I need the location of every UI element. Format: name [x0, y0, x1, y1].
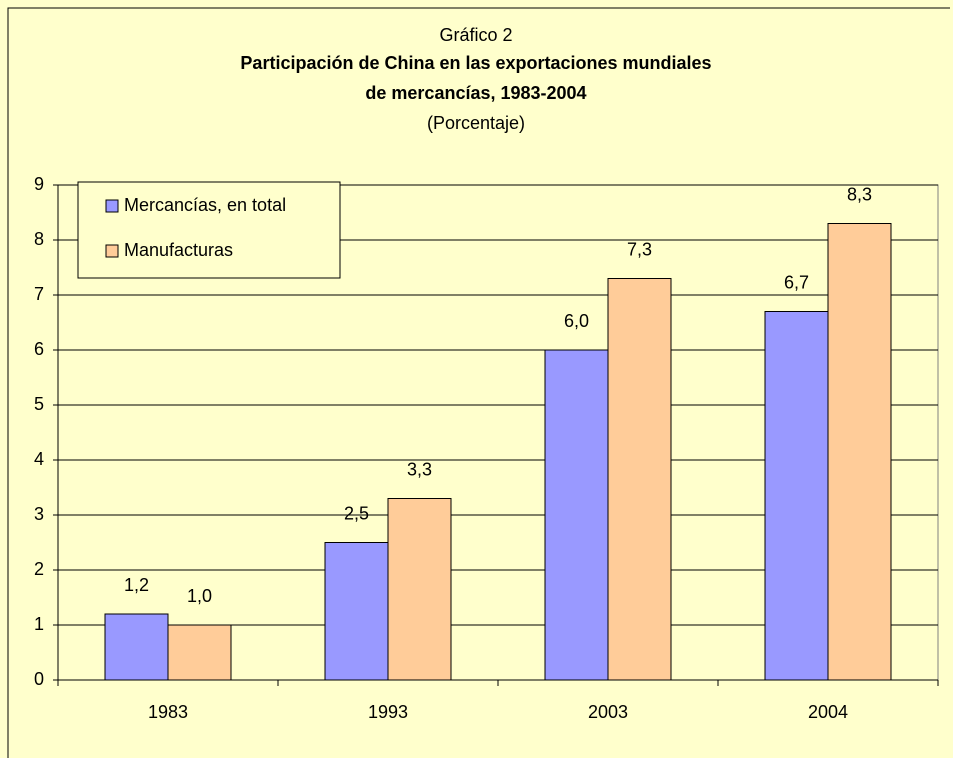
y-tick-label: 9 [34, 174, 44, 194]
value-label: 3,3 [407, 459, 432, 479]
chart-subtitle: (Porcentaje) [427, 113, 525, 133]
bar [167, 624, 232, 681]
x-tick-label: 2003 [588, 702, 628, 722]
x-tick-label: 2004 [808, 702, 848, 722]
value-label: 6,7 [784, 272, 809, 292]
bar [387, 498, 452, 681]
legend-swatch [105, 244, 119, 258]
value-label: 7,3 [627, 239, 652, 259]
value-label: 1,0 [187, 586, 212, 606]
bar [324, 542, 389, 681]
value-label: 6,0 [564, 311, 589, 331]
value-label: 1,2 [124, 575, 149, 595]
y-tick-label: 0 [34, 669, 44, 689]
y-tick-label: 4 [34, 449, 44, 469]
legend [77, 181, 341, 279]
bar [544, 349, 609, 681]
legend-swatch [105, 199, 119, 213]
y-tick-label: 3 [34, 504, 44, 524]
y-tick-label: 6 [34, 339, 44, 359]
y-tick-label: 1 [34, 614, 44, 634]
legend-label: Mercancías, en total [124, 195, 286, 215]
legend-label: Manufacturas [124, 240, 233, 260]
y-tick-label: 5 [34, 394, 44, 414]
bar [607, 278, 672, 681]
bar [827, 223, 892, 681]
chart-heading: Gráfico 2 [439, 25, 512, 45]
y-tick-label: 2 [34, 559, 44, 579]
bar [104, 613, 169, 681]
x-tick-label: 1993 [368, 702, 408, 722]
chart-title: de mercancías, 1983-2004 [365, 83, 586, 103]
bar [764, 311, 829, 681]
value-label: 8,3 [847, 184, 872, 204]
y-tick-label: 7 [34, 284, 44, 304]
chart-border [7, 7, 950, 758]
value-label: 2,5 [344, 503, 369, 523]
chart-title: Participación de China en las exportacio… [240, 53, 711, 73]
y-tick-label: 8 [34, 229, 44, 249]
x-tick-label: 1983 [148, 702, 188, 722]
